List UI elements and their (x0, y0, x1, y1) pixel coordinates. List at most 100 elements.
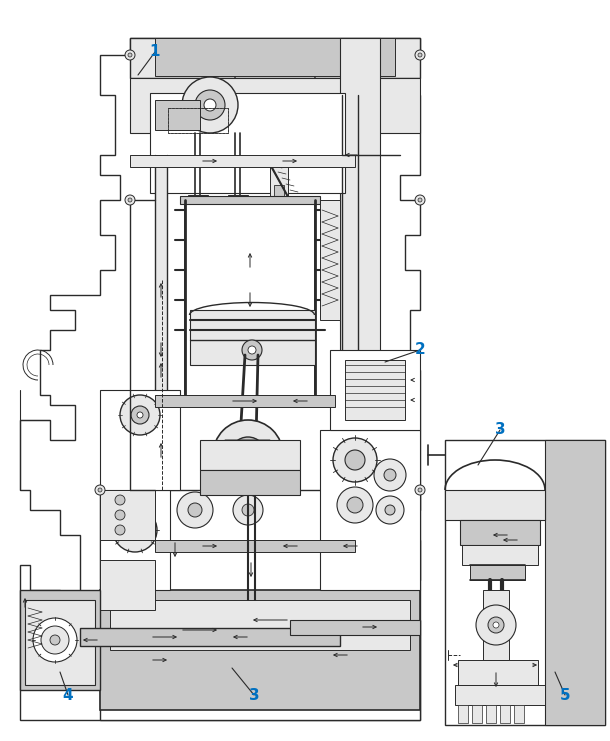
Circle shape (188, 503, 202, 517)
Bar (25, 600, 95, 685)
Circle shape (415, 50, 425, 60)
Bar (228, 195, 248, 203)
Circle shape (41, 626, 69, 654)
Bar (100, 560, 155, 610)
Circle shape (415, 485, 425, 495)
Circle shape (242, 504, 254, 516)
Circle shape (113, 508, 157, 552)
Circle shape (50, 635, 60, 645)
Bar (290, 620, 420, 635)
Circle shape (345, 450, 365, 470)
Bar (100, 390, 180, 490)
Circle shape (120, 395, 160, 435)
Bar (486, 705, 496, 723)
Polygon shape (20, 38, 420, 720)
Text: 4: 4 (63, 688, 73, 702)
Bar (185, 200, 315, 400)
Circle shape (115, 510, 125, 520)
Bar (514, 705, 524, 723)
Bar (188, 195, 208, 203)
Text: 3: 3 (249, 688, 259, 702)
Circle shape (385, 505, 395, 515)
Bar (100, 490, 420, 720)
Circle shape (128, 53, 132, 57)
Bar (274, 185, 284, 210)
Circle shape (347, 497, 363, 513)
Circle shape (115, 495, 125, 505)
Text: 5: 5 (560, 688, 570, 702)
Circle shape (241, 448, 255, 462)
Bar (100, 590, 420, 710)
Circle shape (333, 438, 377, 482)
Circle shape (98, 488, 102, 492)
Text: 3: 3 (495, 422, 505, 437)
Circle shape (115, 525, 125, 535)
Circle shape (125, 195, 135, 205)
Bar (110, 600, 410, 650)
Bar (340, 38, 380, 518)
Circle shape (415, 195, 425, 205)
Bar (500, 705, 510, 723)
Bar (155, 38, 395, 76)
Circle shape (213, 420, 283, 490)
Text: 2: 2 (415, 342, 425, 357)
Bar (155, 100, 200, 130)
Circle shape (204, 99, 216, 111)
Circle shape (376, 496, 404, 524)
Circle shape (230, 437, 266, 473)
Circle shape (137, 412, 143, 418)
Bar (455, 685, 545, 705)
Bar (320, 200, 340, 320)
Bar (462, 545, 538, 565)
Bar (200, 470, 300, 495)
Bar (445, 440, 605, 725)
Circle shape (233, 495, 263, 525)
Bar (168, 108, 228, 133)
Circle shape (493, 622, 499, 628)
Bar (155, 395, 335, 407)
Circle shape (195, 90, 225, 120)
Bar (460, 520, 540, 545)
Bar (168, 108, 228, 133)
Bar (470, 565, 525, 580)
Bar (445, 490, 545, 520)
Bar (80, 628, 340, 646)
Circle shape (476, 605, 516, 645)
Bar (130, 78, 420, 133)
Circle shape (384, 469, 396, 481)
Circle shape (488, 617, 504, 633)
Bar (130, 155, 355, 167)
Bar (320, 430, 420, 590)
Bar (200, 440, 300, 470)
Bar (270, 155, 288, 210)
Bar (545, 440, 605, 725)
Bar (330, 350, 420, 430)
Bar (345, 360, 405, 420)
Bar (155, 155, 167, 555)
Circle shape (177, 492, 213, 528)
Circle shape (418, 53, 422, 57)
Circle shape (248, 346, 256, 354)
Bar (458, 705, 468, 723)
Bar (100, 490, 170, 590)
Bar (190, 310, 315, 365)
Polygon shape (222, 440, 270, 472)
Circle shape (125, 520, 145, 540)
Bar (155, 540, 355, 552)
Bar (130, 38, 420, 78)
Bar (483, 590, 509, 660)
Circle shape (33, 618, 77, 662)
Circle shape (418, 488, 422, 492)
Circle shape (182, 77, 238, 133)
Text: 1: 1 (149, 44, 160, 59)
Bar (458, 660, 538, 685)
Circle shape (95, 485, 105, 495)
Circle shape (131, 526, 139, 534)
Circle shape (374, 459, 406, 491)
Circle shape (128, 198, 132, 202)
Bar (150, 93, 345, 193)
Bar (20, 590, 100, 690)
Circle shape (131, 406, 149, 424)
Circle shape (242, 340, 262, 360)
Circle shape (418, 198, 422, 202)
